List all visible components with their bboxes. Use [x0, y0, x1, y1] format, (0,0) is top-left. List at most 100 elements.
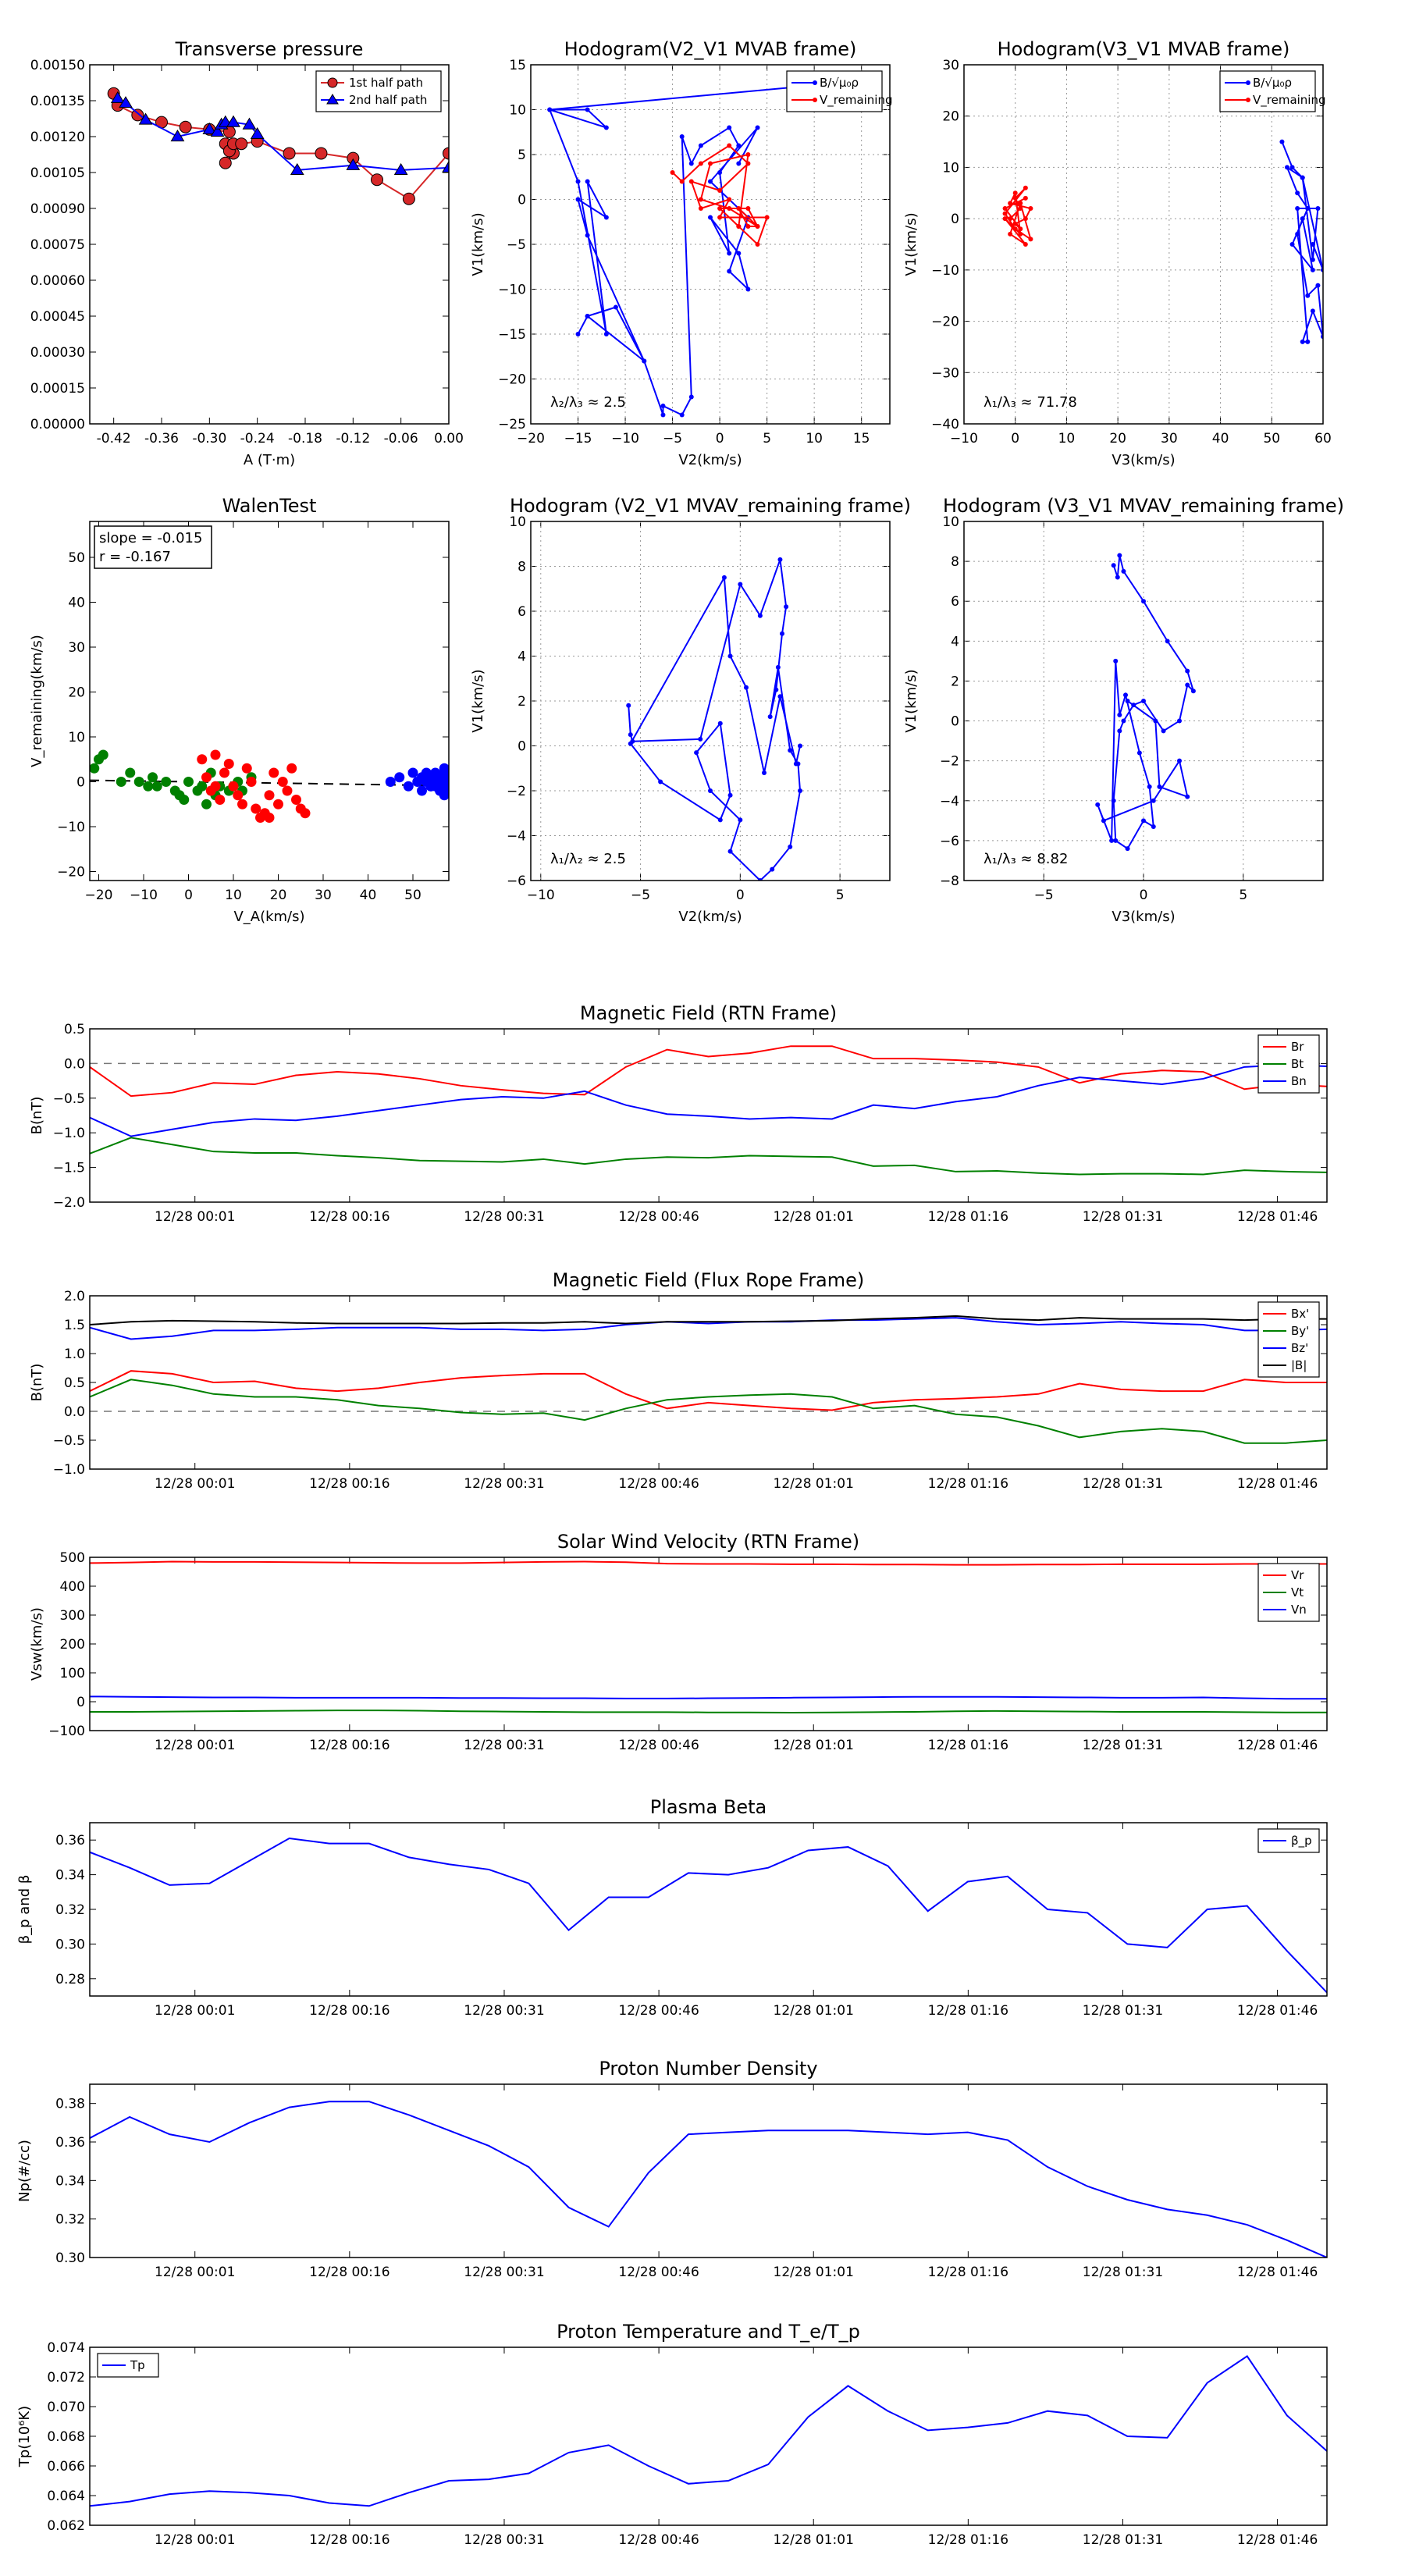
data-point [698, 206, 703, 211]
y-tick-label: 0.32 [55, 1902, 85, 1918]
x-tick-label: 0.00 [434, 431, 464, 447]
x-tick-label: 12/28 01:16 [928, 2003, 1008, 2019]
data-point [443, 772, 449, 783]
y-tick-label: 10 [942, 514, 959, 530]
y-tick-label: −20 [498, 372, 526, 388]
eigenvalue-ratio-annotation: λ₁/λ₂ ≈ 2.5 [550, 851, 626, 867]
data-point [251, 803, 261, 814]
legend-label: 1st half path [349, 76, 423, 90]
y-tick-label: 0.32 [55, 2212, 85, 2228]
y-tick-label: 0 [951, 212, 959, 227]
data-point [798, 788, 802, 793]
data-point [1279, 139, 1285, 144]
chart-title: Transverse pressure [175, 38, 364, 60]
x-tick-label: 12/28 01:01 [774, 1476, 854, 1492]
x-tick-label: −10 [130, 888, 158, 903]
x-tick-label: 12/28 01:01 [774, 1209, 854, 1225]
data-point [273, 799, 283, 809]
eigenvalue-ratio-annotation: λ₁/λ₃ ≈ 8.82 [984, 851, 1068, 867]
legend-label: Bn [1291, 1074, 1307, 1088]
y-tick-label: 30 [942, 58, 959, 73]
data-point [679, 179, 685, 184]
y-tick-label: −10 [931, 263, 959, 279]
x-tick-label: 10 [806, 431, 823, 447]
plot-frame [89, 1028, 1328, 1203]
x-tick-label: 40 [360, 888, 377, 903]
data-point [1018, 201, 1023, 206]
data-point [151, 781, 162, 792]
data-point [727, 206, 732, 211]
data-point [708, 215, 713, 220]
legend-label: Br [1291, 1040, 1304, 1054]
series-line-s0 [90, 2101, 1327, 2258]
chart-p7: Magnetic Field (RTN Frame) −2.0 −1.5 −1.0 −0… [29, 1002, 1328, 1225]
y-axis-label: β_p and β [16, 1875, 33, 1944]
data-point [1165, 639, 1170, 644]
y-axis-label: V_remaining(km/s) [29, 635, 45, 767]
data-point [717, 206, 723, 211]
data-point [777, 694, 783, 699]
x-tick-label: 12/28 01:46 [1237, 1476, 1318, 1492]
data-point [784, 604, 789, 610]
y-axis-label: V1(km/s) [903, 669, 919, 732]
x-axis-label: V3(km/s) [1112, 909, 1175, 925]
data-point [403, 781, 414, 792]
data-point [717, 817, 723, 823]
plot-frame [89, 2083, 1328, 2258]
data-point [371, 173, 383, 187]
series-line-br [90, 1045, 1327, 1098]
plot-frame [89, 1557, 1328, 1731]
y-tick-label: −1.0 [53, 1462, 85, 1478]
x-tick-label: −10 [527, 888, 555, 903]
y-tick-label: −2.0 [53, 1195, 85, 1211]
data-point [1012, 221, 1018, 226]
data-point [1289, 242, 1295, 247]
x-tick-label: 12/28 00:16 [309, 1738, 389, 1753]
data-point [1008, 231, 1013, 237]
data-point [694, 750, 699, 756]
chart-p8: Magnetic Field (Flux Rope Frame) −1.0 −0.5… [29, 1269, 1328, 1492]
y-tick-label: 10 [942, 160, 959, 176]
legend-label: V_remaining [820, 93, 893, 108]
series-line-bt [90, 1137, 1327, 1176]
data-point [1111, 563, 1116, 568]
legend-label: 2nd half path [349, 93, 427, 107]
data-point [346, 158, 361, 170]
data-point [202, 122, 217, 134]
chart-p9: Solar Wind Velocity (RTN Frame) −100 0 100 2… [29, 1531, 1328, 1753]
y-tick-label: 0.38 [55, 2097, 85, 2112]
x-tick-label: 12/28 00:31 [464, 2532, 544, 2548]
x-tick-label: 50 [404, 888, 422, 903]
data-point [125, 767, 136, 778]
chart-p2: Hodogram(V2_V1 MVAB frame)−25−20−15−10−5… [470, 38, 893, 468]
data-point [1161, 728, 1166, 734]
data-point [179, 795, 190, 805]
legend [1219, 70, 1316, 112]
data-point [161, 777, 172, 787]
legend-marker [1246, 98, 1250, 102]
data-point [727, 251, 732, 256]
x-axis-label: V2(km/s) [678, 452, 742, 468]
y-axis-label: V1(km/s) [903, 212, 919, 276]
data-point [1117, 728, 1122, 734]
data-point [1141, 699, 1146, 703]
x-tick-label: −5 [631, 888, 650, 903]
data-point [1153, 718, 1158, 724]
data-point [1023, 195, 1028, 201]
x-tick-label: 12/28 01:16 [928, 2265, 1008, 2280]
y-tick-label: −10 [57, 820, 85, 835]
data-point [210, 124, 225, 137]
y-tick-label: 0.30 [55, 1937, 85, 1952]
y-tick-label: 6 [951, 594, 959, 610]
plot-area [547, 80, 845, 418]
y-tick-label: 1.0 [64, 1347, 85, 1362]
y-tick-label: 20 [68, 685, 85, 701]
series-line-bz [90, 1317, 1327, 1340]
y-tick-label: −2 [507, 784, 526, 799]
data-point [110, 91, 125, 104]
y-tick-label: 0.34 [55, 2173, 85, 2189]
data-point [777, 557, 783, 562]
y-tick-label: 0.064 [47, 2489, 85, 2504]
chart-title: Hodogram (V2_V1 MVAV_remaining frame) [510, 495, 911, 517]
chart-title: Proton Temperature and T_e/T_p [557, 2321, 860, 2343]
